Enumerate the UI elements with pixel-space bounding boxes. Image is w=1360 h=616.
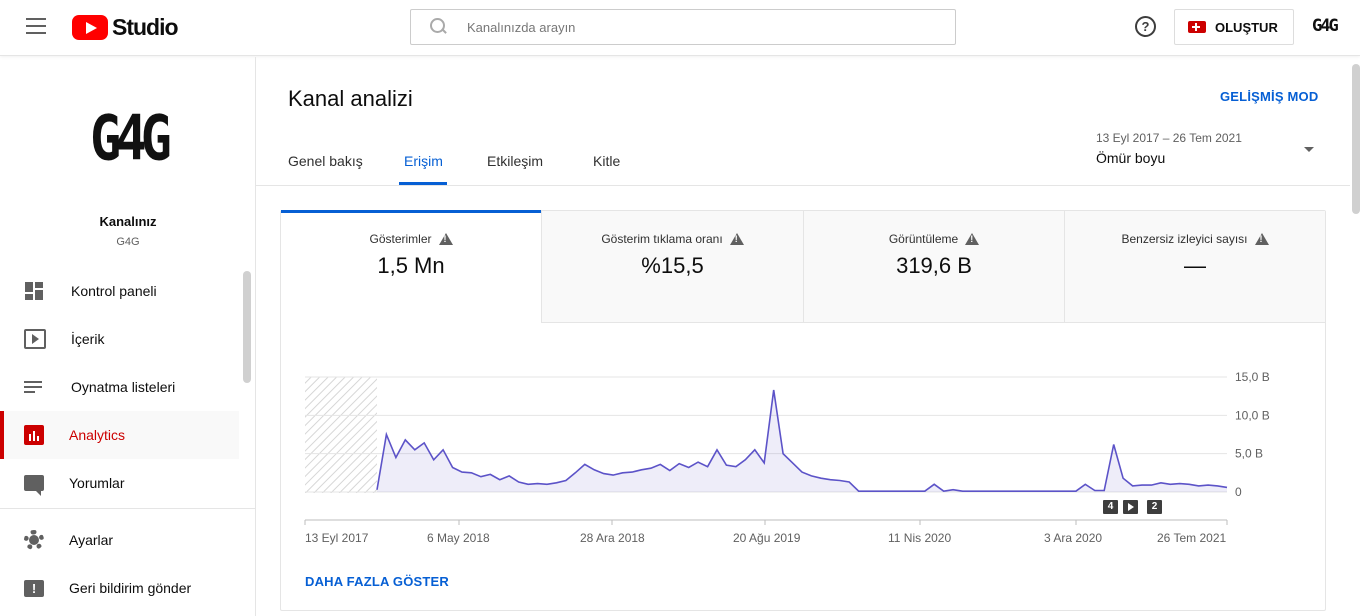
- metric-views[interactable]: Görüntüleme 319,6 B: [804, 211, 1065, 323]
- main-scrollbar[interactable]: [1352, 64, 1360, 214]
- menu-icon[interactable]: [26, 18, 46, 34]
- sidebar-item-label: Ayarlar: [69, 532, 114, 548]
- dropdown-arrow-icon: [1304, 147, 1314, 152]
- sidebar-scrollbar[interactable]: [243, 271, 251, 383]
- active-tab-indicator: [399, 182, 447, 185]
- channel-avatar[interactable]: G4G: [90, 103, 172, 175]
- metric-value: 319,6 B: [896, 253, 972, 278]
- annotation-chip[interactable]: 4: [1103, 500, 1118, 514]
- sidebar-item-label: Analytics: [69, 427, 126, 443]
- tabs-divider: [256, 185, 1350, 186]
- metric-value: 1,5 Mn: [377, 253, 445, 278]
- x-tick-label: 6 May 2018: [427, 531, 490, 545]
- app-name: Studio: [112, 13, 179, 40]
- top-bar: Studio ? OLUŞTUR G4G: [0, 0, 1360, 56]
- date-range-text: 13 Eyl 2017 – 26 Tem 2021: [1096, 131, 1242, 145]
- metric-value: %15,5: [641, 253, 704, 278]
- create-video-icon: [1188, 21, 1206, 33]
- content-icon: [24, 329, 46, 349]
- youtube-logo-icon: [72, 14, 108, 40]
- sidebar-item-feedback[interactable]: ! Geri bildirim gönder: [0, 564, 239, 612]
- help-icon[interactable]: ?: [1135, 16, 1156, 37]
- page-title: Kanal analizi: [288, 86, 413, 111]
- playlists-icon: [24, 377, 46, 397]
- x-tick-label: 11 Nis 2020: [888, 531, 952, 545]
- x-tick-label: 20 Ağu 2019: [733, 531, 801, 545]
- sidebar: G4G Kanalınız G4G Kontrol paneli İçerik …: [0, 57, 256, 616]
- x-tick-label: 3 Ara 2020: [1044, 531, 1103, 545]
- x-tick-label: 13 Eyl 2017: [305, 531, 369, 545]
- studio-logo[interactable]: Studio: [72, 13, 179, 40]
- reach-chart[interactable]: 15,0 B 10,0 B 5,0 B 0: [301, 361, 1311, 561]
- create-button[interactable]: OLUŞTUR: [1174, 9, 1294, 45]
- analytics-card: Gösterimler 1,5 Mn Gösterim tıklama oran…: [280, 210, 1326, 611]
- comments-icon: [24, 475, 44, 496]
- sidebar-item-label: Oynatma listeleri: [71, 379, 176, 395]
- y-tick-label: 10,0 B: [1235, 408, 1270, 422]
- settings-icon: [24, 530, 44, 550]
- search-box[interactable]: [410, 9, 956, 45]
- x-tick-label: 28 Ara 2018: [580, 531, 645, 545]
- metric-label: Görüntüleme: [888, 232, 959, 246]
- y-tick-label: 0: [1235, 485, 1242, 499]
- chart-area: [377, 390, 1227, 492]
- warning-icon[interactable]: [965, 233, 980, 245]
- sidebar-item-label: Geri bildirim gönder: [69, 580, 192, 596]
- sidebar-divider: [0, 508, 255, 509]
- dashboard-icon: [24, 281, 46, 301]
- sidebar-item-content[interactable]: İçerik: [0, 315, 239, 363]
- date-preset: Ömür boyu: [1096, 150, 1166, 166]
- metric-label: Gösterimler: [369, 232, 432, 246]
- show-more-button[interactable]: DAHA FAZLA GÖSTER: [305, 574, 449, 589]
- sidebar-item-settings[interactable]: Ayarlar: [0, 516, 239, 564]
- sidebar-item-label: Yorumlar: [69, 475, 125, 491]
- y-tick-label: 5,0 B: [1235, 447, 1263, 461]
- advanced-mode-button[interactable]: GELİŞMİŞ MOD: [1220, 89, 1319, 104]
- sidebar-item-playlists[interactable]: Oynatma listeleri: [0, 363, 239, 411]
- sidebar-item-comments[interactable]: Yorumlar: [0, 459, 239, 507]
- x-tick-label: 26 Tem 2021: [1157, 531, 1227, 545]
- feedback-icon: !: [24, 579, 44, 597]
- sidebar-item-analytics[interactable]: Analytics: [0, 411, 239, 459]
- annotation-chip[interactable]: 2: [1147, 500, 1162, 514]
- warning-icon[interactable]: [1254, 233, 1269, 245]
- sidebar-item-label: Kontrol paneli: [71, 283, 157, 299]
- channel-name: G4G: [116, 236, 140, 248]
- y-tick-label: 15,0 B: [1235, 370, 1270, 384]
- sidebar-item-dashboard[interactable]: Kontrol paneli: [0, 267, 239, 315]
- no-data-region: [305, 377, 377, 493]
- metric-label: Gösterim tıklama oranı: [601, 232, 723, 246]
- tab-reach[interactable]: Erişim: [404, 153, 443, 169]
- warning-icon[interactable]: [729, 233, 744, 245]
- create-button-label: OLUŞTUR: [1215, 19, 1278, 35]
- metric-label: Benzersiz izleyici sayısı: [1121, 232, 1248, 246]
- metric-value: —: [1184, 253, 1206, 278]
- metric-ctr[interactable]: Gösterim tıklama oranı %15,5: [542, 211, 804, 323]
- tab-audience[interactable]: Kitle: [593, 153, 621, 169]
- metric-unique-viewers[interactable]: Benzersiz izleyici sayısı —: [1065, 211, 1325, 323]
- warning-icon[interactable]: [438, 233, 453, 245]
- channel-title: Kanalınız: [99, 214, 157, 229]
- metric-impressions[interactable]: Gösterimler 1,5 Mn: [281, 210, 542, 323]
- sidebar-item-label: İçerik: [71, 331, 105, 347]
- account-avatar[interactable]: G4G: [1312, 16, 1339, 36]
- search-input[interactable]: [467, 19, 927, 35]
- tab-overview[interactable]: Genel bakış: [288, 153, 363, 169]
- play-icon[interactable]: [1123, 500, 1138, 514]
- chart-line: [376, 389, 1228, 493]
- analytics-icon: [24, 425, 44, 445]
- search-icon: [429, 17, 449, 37]
- tab-engagement[interactable]: Etkileşim: [487, 153, 544, 169]
